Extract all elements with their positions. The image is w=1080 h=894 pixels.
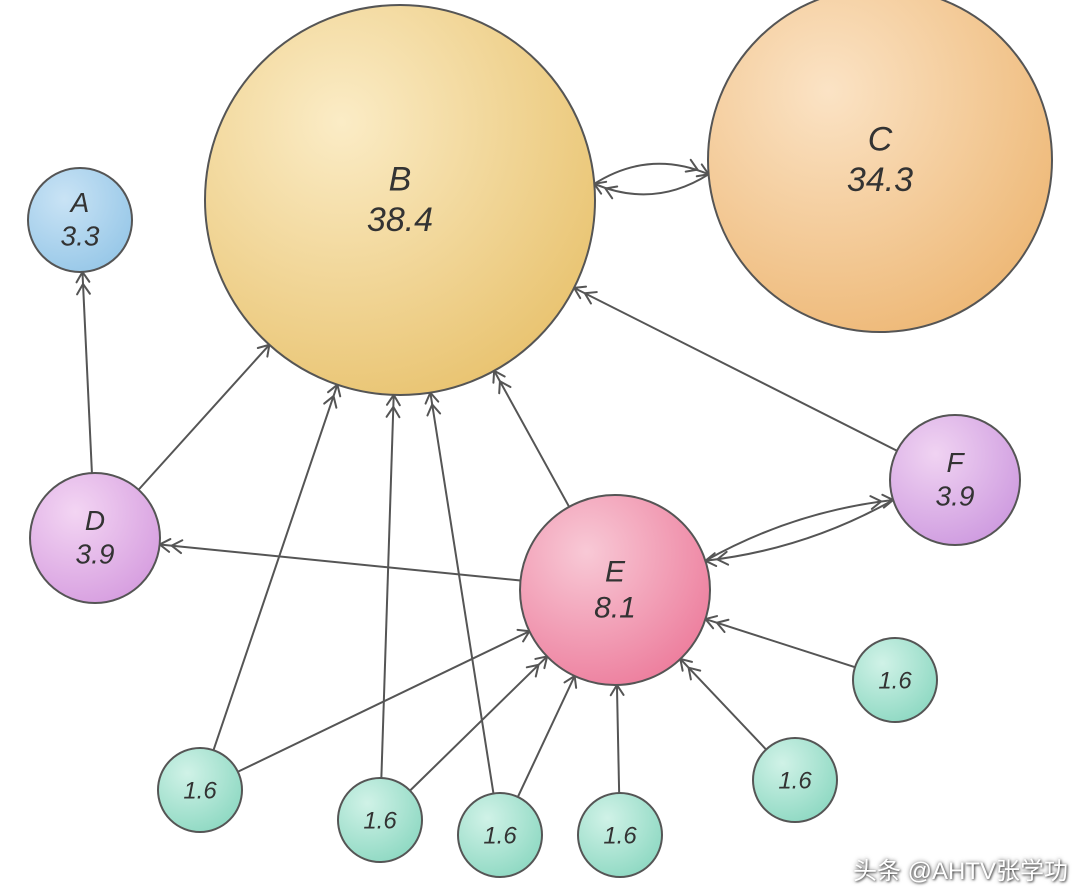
edge-G1-B: [213, 385, 337, 751]
node-letter-F: F: [946, 447, 965, 478]
node-value-G5: 1.6: [778, 768, 812, 795]
node-letter-C: C: [868, 120, 893, 158]
edge-B-C: [594, 164, 708, 184]
node-value-A: 3.3: [61, 221, 100, 252]
edge-G3-B: [430, 393, 493, 794]
network-diagram: A3.3B38.4C34.3D3.9E8.1F3.91.61.61.61.61.…: [0, 0, 1080, 894]
node-letter-A: A: [69, 187, 90, 218]
node-G4: 1.6: [578, 793, 662, 877]
node-G1: 1.6: [158, 748, 242, 832]
edge-E-B: [494, 371, 569, 507]
nodes-layer: A3.3B38.4C34.3D3.9E8.1F3.91.61.61.61.61.…: [28, 0, 1052, 877]
node-value-E: 8.1: [594, 591, 636, 624]
node-C: C34.3: [708, 0, 1052, 332]
node-value-D: 3.9: [76, 539, 115, 570]
node-G3: 1.6: [458, 793, 542, 877]
node-value-F: 3.9: [936, 481, 975, 512]
edge-G4-E: [617, 685, 619, 793]
edge-G5-E: [680, 659, 766, 750]
edge-C-B: [594, 174, 708, 194]
edge-G6-E: [705, 619, 855, 667]
edge-E-F: [705, 500, 893, 561]
edge-G3-E: [518, 676, 575, 797]
node-letter-B: B: [389, 160, 412, 198]
node-value-G3: 1.6: [483, 823, 517, 850]
edge-D-B: [139, 345, 270, 490]
node-letter-D: D: [85, 505, 105, 536]
node-D: D3.9: [30, 473, 160, 603]
node-G2: 1.6: [338, 778, 422, 862]
node-F: F3.9: [890, 415, 1020, 545]
node-value-G4: 1.6: [603, 823, 637, 850]
node-G5: 1.6: [753, 738, 837, 822]
edge-F-E: [705, 500, 893, 561]
node-value-B: 38.4: [367, 201, 433, 239]
node-G6: 1.6: [853, 638, 937, 722]
node-value-G2: 1.6: [363, 808, 397, 835]
node-B: B38.4: [205, 5, 595, 395]
node-value-G1: 1.6: [183, 778, 217, 805]
node-A: A3.3: [28, 168, 132, 272]
edge-D-A: [82, 272, 91, 473]
edge-G2-E: [410, 656, 547, 790]
node-value-G6: 1.6: [878, 668, 912, 695]
node-letter-E: E: [605, 555, 626, 588]
edge-E-D: [160, 544, 521, 580]
node-E: E8.1: [520, 495, 710, 685]
node-value-C: 34.3: [847, 161, 913, 199]
edge-G2-B: [381, 395, 393, 778]
watermark-text: 头条 @AHTV张学功: [853, 851, 1068, 886]
